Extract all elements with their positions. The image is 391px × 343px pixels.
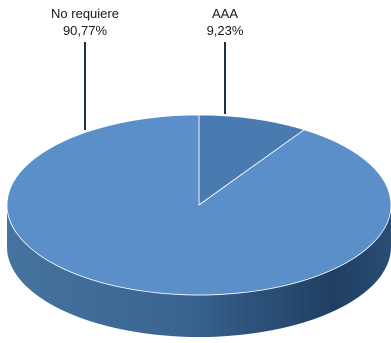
slice-label-aaa-name: AAA [212, 6, 238, 21]
slice-label-no-requiere: No requiere 90,77% [51, 6, 119, 38]
slice-label-no-requiere-name: No requiere [51, 6, 119, 21]
slice-label-aaa-value: 9,23% [207, 23, 244, 38]
pie-slice-no-requiere [6, 114, 391, 296]
slice-label-aaa: AAA 9,23% [207, 6, 244, 38]
pie-side-wall [7, 205, 391, 337]
slice-label-no-requiere-value: 90,77% [63, 23, 108, 38]
pie-slice-aaa [198, 114, 306, 206]
